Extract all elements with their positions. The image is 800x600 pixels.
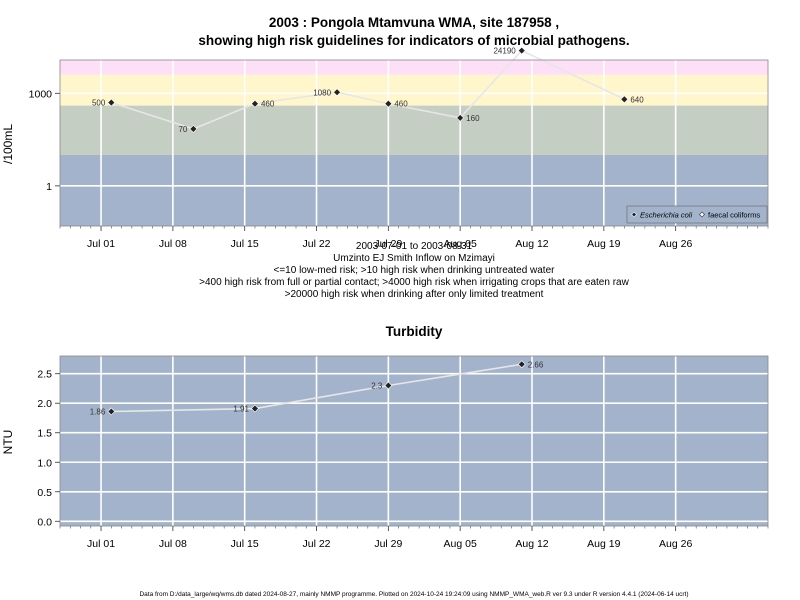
y-tick-label: 2.5 (37, 369, 52, 381)
chart2-plot: 1.86 1.91 2.3 2.66 (59, 355, 769, 527)
footer-text: Data from D:/data_large/wq/wms.db dated … (139, 591, 688, 598)
data-label: 500 (92, 99, 106, 108)
guideline-text-2: >400 high risk from full or partial cont… (199, 277, 629, 288)
x-tick-label: Aug 19 (587, 538, 620, 550)
chart2-series: 1.86 1.91 2.3 2.66 (90, 360, 544, 416)
chart1-frame (59, 59, 769, 227)
y-tick-label: 1.5 (37, 428, 52, 440)
data-point (251, 99, 259, 108)
y-tick-label: 1 (46, 181, 52, 193)
x-tick-label: Aug 05 (444, 538, 477, 550)
data-point (384, 381, 393, 390)
series-line (111, 49, 625, 130)
y-tick-label: 1.0 (37, 457, 52, 469)
data-point (517, 46, 526, 55)
chart2-background (60, 356, 768, 526)
data-label: 24190 (493, 47, 516, 56)
chart1-title-line1: 2003 : Pongola Mtamvuna WMA, site 187958… (269, 15, 559, 30)
x-tick-label: Jul 22 (303, 238, 331, 250)
x-tick-label: Jul 29 (374, 538, 402, 550)
chart1-axes: Jul 01 Jul 08 Jul 15 Jul 22 Jul 29 Aug 05 Aug … (29, 88, 769, 250)
data-label: 1080 (313, 88, 331, 97)
x-tick-label: Aug 26 (659, 238, 692, 250)
data-point (333, 88, 341, 97)
x-tick-label: Jul 08 (159, 238, 187, 250)
series-line (111, 363, 522, 413)
data-label: 70 (178, 125, 187, 134)
x-tick-label: Jul 01 (87, 538, 115, 550)
guideline-text-1: <=10 low-med risk; >10 high risk when dr… (274, 265, 556, 276)
data-label: 2.66 (528, 360, 544, 369)
chart1-grid (60, 60, 768, 226)
data-point (189, 125, 198, 133)
y-tick-label: 1000 (29, 88, 53, 100)
chart1-series: 500 70 460 1080 460 160 24190 640 (92, 47, 644, 134)
data-point (456, 113, 465, 122)
chart2-frame (59, 355, 769, 527)
y-tick-label: 0.0 (37, 516, 52, 528)
chart2-title: Turbidity (386, 324, 443, 339)
x-tick-label: Jul 15 (231, 538, 259, 550)
data-point (517, 360, 526, 369)
risk-band-1 (60, 105, 768, 156)
data-point (384, 99, 393, 108)
chart1-legend: Escherichia coli faecal coliforms (626, 205, 768, 224)
x-tick-label: Aug 05 (444, 238, 477, 250)
legend-label-faecal-coliforms: faecal coliforms (708, 211, 760, 220)
risk-band-2 (60, 74, 768, 106)
data-label: 1.86 (90, 407, 106, 416)
data-label: 1.91 (233, 405, 249, 414)
legend-marker-e-coli (631, 211, 637, 218)
risk-band-3 (60, 60, 768, 75)
data-point (107, 98, 116, 107)
x-tick-label: Jul 15 (231, 238, 259, 250)
x-tick-label: Aug 19 (587, 238, 620, 250)
data-label: 160 (466, 114, 480, 123)
x-tick-label: Jul 01 (87, 238, 115, 250)
data-point (251, 404, 259, 413)
chart1-title-line2: showing high risk guidelines for indicat… (198, 33, 629, 48)
data-label: 460 (261, 100, 275, 109)
data-point (107, 407, 116, 416)
data-label: 640 (630, 95, 644, 104)
chart1-y-axis-label: /100mL (1, 124, 15, 164)
data-label: 2.3 (371, 382, 383, 391)
data-point (620, 95, 629, 104)
legend-box (626, 205, 768, 224)
date-range-text: 2003-07-01 to 2003-08-31 (356, 241, 473, 252)
legend-marker-faecal-coliforms (699, 211, 705, 218)
x-tick-label: Aug 12 (515, 538, 548, 550)
y-tick-label: 2.0 (37, 398, 52, 410)
guideline-text-3: >20000 high risk when drinking after onl… (285, 289, 544, 300)
site-description-text: Umzinto EJ Smith Inflow on Mzimayi (333, 253, 495, 264)
x-tick-label: Aug 12 (515, 238, 548, 250)
data-label: 460 (394, 100, 408, 109)
y-tick-label: 0.5 (37, 487, 52, 499)
legend-label-e-coli: Escherichia coli (640, 211, 692, 220)
chart2-axes: Jul 01 Jul 08 Jul 15 Jul 22 Jul 29 Aug 05 Aug … (37, 369, 769, 550)
x-tick-label: Jul 08 (159, 538, 187, 550)
x-tick-label: Jul 29 (374, 238, 402, 250)
x-tick-label: Aug 26 (659, 538, 692, 550)
chart2-y-axis-label: NTU (1, 430, 15, 455)
chart1-risk-bands (60, 60, 768, 226)
x-tick-label: Jul 22 (303, 538, 331, 550)
chart1-plot: 500 70 460 1080 460 160 24190 640 Escherichia c… (59, 47, 769, 227)
